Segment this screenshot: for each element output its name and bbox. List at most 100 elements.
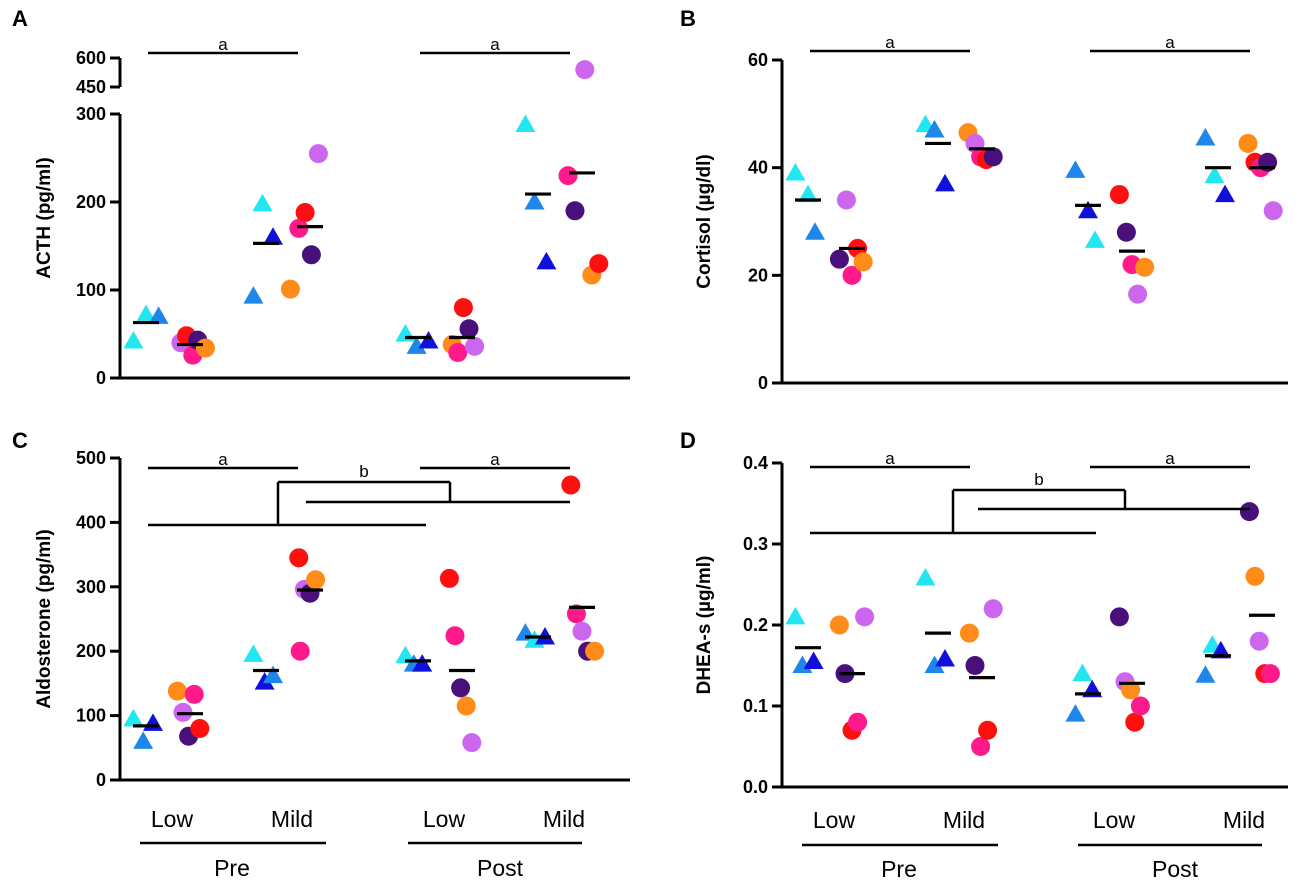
data-point-circle <box>566 604 586 624</box>
data-point-triangle <box>1215 184 1235 203</box>
y-tick-label: 500 <box>76 448 106 468</box>
data-point-circle <box>289 548 309 568</box>
data-point-circle <box>959 623 979 643</box>
data-point-circle <box>290 641 310 661</box>
y-tick-label: 300 <box>76 577 106 597</box>
data-point-triangle <box>143 713 163 731</box>
sig-label: a <box>1165 449 1175 468</box>
data-point-circle <box>306 570 326 590</box>
sig-label: b <box>1034 470 1043 489</box>
data-point-triangle <box>803 651 824 669</box>
timepoint-label: Pre <box>881 856 917 882</box>
data-point-triangle <box>924 655 945 673</box>
data-point-triangle <box>263 665 283 684</box>
sig-label: a <box>490 450 500 469</box>
y-tick-label: 300 <box>76 104 106 124</box>
data-point-circle <box>190 718 210 738</box>
y-tick-label: 200 <box>76 641 106 661</box>
data-point-circle <box>465 336 485 356</box>
y-tick-label: 200 <box>76 192 106 212</box>
data-point-triangle <box>536 251 557 270</box>
data-point-triangle <box>524 192 545 210</box>
data-point-triangle <box>1085 230 1105 248</box>
data-point-circle <box>1245 566 1265 586</box>
y-tick-label: 0.0 <box>743 777 768 797</box>
data-point-circle <box>1239 502 1259 522</box>
y-axis-title: Cortisol (µg/dl) <box>694 154 715 288</box>
data-point-circle <box>295 203 315 223</box>
x-category-label: Mild <box>943 807 985 833</box>
data-point-triangle <box>252 193 273 212</box>
x-category-label: Mild <box>1223 807 1265 833</box>
data-point-circle <box>983 599 1003 619</box>
data-point-circle <box>1109 607 1129 627</box>
x-category-label: Low <box>423 806 466 832</box>
data-point-triangle <box>123 331 144 349</box>
x-category-label: Low <box>151 806 194 832</box>
data-point-circle <box>1125 712 1145 732</box>
x-category-label: Mild <box>271 806 313 832</box>
data-point-triangle <box>785 606 806 625</box>
data-point-circle <box>561 475 581 495</box>
data-point-circle <box>195 338 215 358</box>
data-point-triangle <box>1195 665 1216 683</box>
data-point-triangle <box>1065 704 1086 722</box>
data-point-circle <box>1116 222 1136 242</box>
data-point-circle <box>459 319 479 339</box>
sig-label: a <box>490 35 500 54</box>
data-point-circle <box>585 641 605 661</box>
data-point-triangle <box>123 708 144 727</box>
data-point-triangle <box>395 645 416 664</box>
data-point-circle <box>308 144 328 164</box>
data-point-circle <box>184 684 204 704</box>
x-category-label: Mild <box>543 806 585 832</box>
sig-label: a <box>218 450 228 469</box>
panel-letter: B <box>680 6 696 31</box>
data-point-circle <box>965 656 985 675</box>
data-point-circle <box>456 696 476 716</box>
y-tick-label: 600 <box>76 48 106 68</box>
panel-c: C 0 100 200 300 400 500 Aldosterone (pg/ml) a a b L… <box>12 428 630 881</box>
timepoint-label: Post <box>477 855 524 881</box>
data-point-circle <box>855 607 875 627</box>
data-point-circle <box>1260 664 1280 684</box>
data-point-circle <box>983 147 1003 167</box>
y-tick-label: 0 <box>758 373 768 393</box>
data-point-triangle <box>1072 663 1093 682</box>
data-point-triangle <box>1204 165 1225 184</box>
y-tick-label: 400 <box>76 512 106 532</box>
y-axis-title: Aldosterone (pg/ml) <box>34 529 55 708</box>
sig-label: a <box>1165 33 1175 52</box>
data-point-circle <box>842 265 862 285</box>
y-tick-label: 40 <box>748 158 768 178</box>
y-tick-label: 60 <box>748 50 768 70</box>
data-point-circle <box>445 626 465 646</box>
x-category-label: Low <box>1093 807 1136 833</box>
data-point-triangle <box>243 644 264 662</box>
panel-letter: D <box>680 428 696 453</box>
data-point-circle <box>1130 696 1150 716</box>
data-point-triangle <box>915 568 936 586</box>
data-point-circle <box>829 615 849 635</box>
panel-letter: C <box>12 428 28 453</box>
data-point-triangle <box>785 163 806 181</box>
data-point-triangle <box>243 286 264 304</box>
sig-label: a <box>218 35 228 54</box>
data-point-circle <box>280 279 300 299</box>
data-point-triangle <box>148 306 169 324</box>
data-point-circle <box>978 720 998 740</box>
data-point-circle <box>575 60 595 80</box>
data-point-circle <box>848 712 868 732</box>
data-point-circle <box>1238 133 1258 153</box>
y-tick-label: 0 <box>96 770 106 790</box>
data-point-circle <box>1263 201 1283 221</box>
sig-label: a <box>885 449 895 468</box>
y-tick-label: 0.2 <box>743 615 768 635</box>
data-point-circle <box>558 166 578 186</box>
data-point-circle <box>829 249 849 269</box>
data-point-triangle <box>515 114 536 133</box>
data-point-circle <box>1109 185 1129 205</box>
data-point-circle <box>1121 680 1141 700</box>
data-point-circle <box>167 681 187 701</box>
